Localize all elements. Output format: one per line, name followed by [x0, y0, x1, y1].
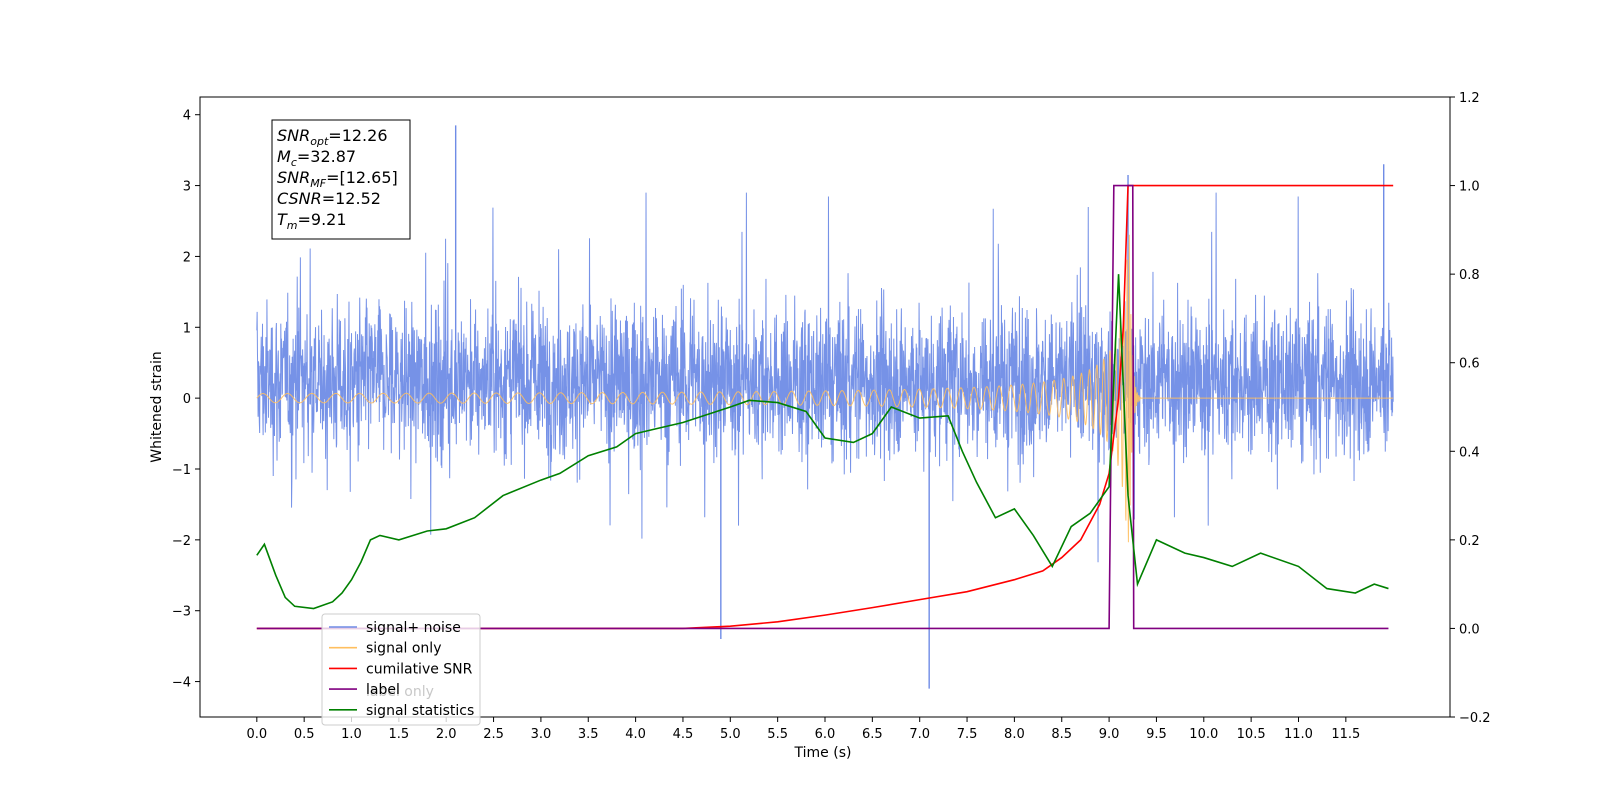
x-tick-label: 8.5 — [1051, 727, 1072, 742]
legend: label only signal+ noise signal only cumil… — [321, 613, 481, 726]
legend-label: label — [366, 682, 400, 698]
x-tick-label: 6.5 — [862, 727, 883, 742]
x-tick-label: 9.5 — [1146, 727, 1167, 742]
y-tick-label-right: 1.2 — [1459, 91, 1480, 106]
x-tick-label: 2.5 — [483, 727, 504, 742]
y-tick-label-left: 3 — [183, 180, 191, 195]
x-tick-label: 3.0 — [531, 727, 552, 742]
series-line-signal-only — [256, 234, 1394, 543]
x-tick-label: 4.0 — [625, 727, 646, 742]
legend-ghost-text: label only — [366, 684, 434, 700]
x-tick-label: 5.0 — [720, 727, 741, 742]
x-tick-label: 5.5 — [767, 727, 788, 742]
x-tick-label: 7.0 — [909, 727, 930, 742]
x-axis: 0.0 0.5 1.0 1.5 2.0 2.5 3.0 3.5 4.0 4.5 5.0 5.5 6.0 6… — [246, 717, 1360, 742]
x-tick-label: 1.0 — [341, 727, 362, 742]
info-box-line: SNRopt=12.26 — [277, 126, 388, 148]
y-tick-label-left: −3 — [172, 605, 191, 620]
info-box-line: Mc=32.87 — [277, 147, 356, 169]
y-tick-label-left: −1 — [172, 463, 191, 478]
series-layer — [256, 125, 1394, 689]
x-axis-label: Time (s) — [794, 745, 852, 761]
x-tick-label: 8.0 — [1004, 727, 1025, 742]
y-tick-label-right: 0.6 — [1459, 357, 1480, 372]
x-tick-label: 11.0 — [1284, 727, 1313, 742]
x-tick-label: 1.5 — [389, 727, 410, 742]
legend-label: cumilative SNR — [366, 661, 473, 677]
y-tick-label-right: 0.8 — [1459, 268, 1480, 283]
series-line-label — [256, 184, 1389, 630]
info-box-line: Tm=9.21 — [277, 210, 347, 232]
y-axis-left: 4 3 2 1 0 −1 −2 −3 −4 — [172, 109, 200, 691]
x-tick-label: 7.5 — [957, 727, 978, 742]
x-tick-label: 2.0 — [436, 727, 457, 742]
y-tick-label-left: 2 — [183, 250, 191, 265]
y-tick-label-right: 0.2 — [1459, 534, 1480, 549]
info-box-line: SNRMF=[12.65] — [277, 168, 398, 190]
legend-label: signal+ noise — [366, 620, 461, 636]
series-line-signal-noise — [256, 192, 1394, 563]
x-tick-label: 3.5 — [578, 727, 599, 742]
info-box-line: CSNR=12.52 — [277, 189, 381, 208]
series-line-cumilative-snr — [256, 184, 1394, 630]
x-tick-label: 4.5 — [673, 727, 694, 742]
legend-label: signal statistics — [366, 703, 474, 719]
y-tick-label-right: 0.4 — [1459, 445, 1480, 460]
x-tick-label: 0.5 — [294, 727, 315, 742]
y-tick-label-left: 1 — [183, 321, 191, 336]
y-tick-label-left: −4 — [172, 676, 191, 691]
y-tick-label-left: 0 — [183, 392, 191, 407]
y-axis-label: Whitened strain — [149, 351, 165, 462]
x-tick-label: 10.5 — [1237, 727, 1266, 742]
x-tick-label: 10.0 — [1189, 727, 1218, 742]
y-axis-right: 1.2 1.0 0.8 0.6 0.4 0.2 0.0 −0.2 — [1450, 91, 1491, 726]
y-tick-label-right: 0.0 — [1459, 622, 1480, 637]
y-tick-label-left: 4 — [183, 109, 191, 124]
x-tick-label: 6.0 — [815, 727, 836, 742]
series-line-signal-statistics — [256, 274, 1389, 610]
y-tick-label-right: −0.2 — [1459, 711, 1491, 726]
y-tick-label-left: −2 — [172, 534, 191, 549]
x-tick-label: 0.0 — [246, 727, 267, 742]
legend-label: signal only — [366, 641, 441, 657]
x-tick-label: 9.0 — [1099, 727, 1120, 742]
x-tick-label: 11.5 — [1331, 727, 1360, 742]
info-box: SNRopt=12.26Mc=32.87SNRMF=[12.65]CSNR=12… — [271, 119, 411, 240]
y-tick-label-right: 1.0 — [1459, 180, 1480, 195]
series-spikes-signal-noise — [454, 125, 1385, 689]
